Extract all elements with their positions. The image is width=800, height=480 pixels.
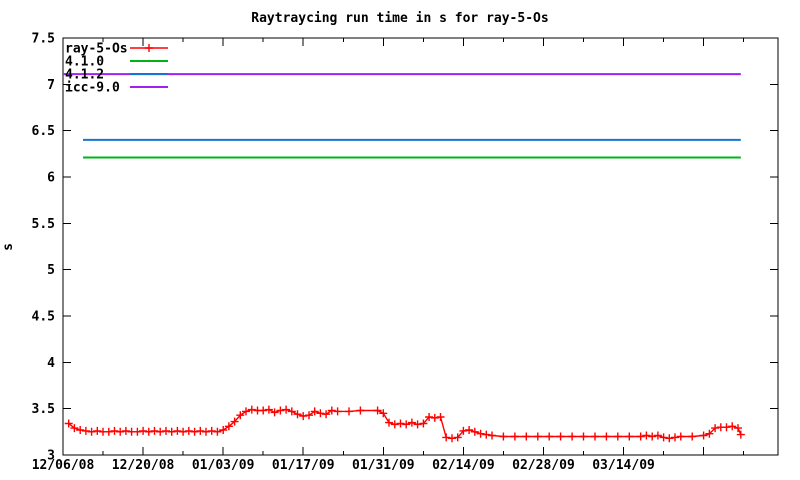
plot-border bbox=[62, 37, 779, 456]
y-tick-label: 3.5 bbox=[32, 402, 55, 417]
legend-item-ray-5-Os: ray-5-Os bbox=[65, 42, 168, 57]
legend-label: icc-9.0 bbox=[65, 81, 120, 96]
legend-label: 4.1.2 bbox=[65, 68, 104, 83]
x-tick-label: 02/28/09 bbox=[512, 458, 575, 473]
x-tick-label: 12/20/08 bbox=[112, 458, 175, 473]
legend-label: 4.1.0 bbox=[65, 55, 104, 70]
x-tick-label: 01/31/09 bbox=[352, 458, 415, 473]
series-markers-ray-5-Os bbox=[64, 405, 745, 443]
axes bbox=[62, 37, 779, 456]
legend-item-icc-9.0: icc-9.0 bbox=[65, 81, 168, 96]
y-axis-label: s bbox=[1, 243, 16, 251]
y-tick-label: 5 bbox=[47, 263, 55, 278]
x-tick-label: 01/03/09 bbox=[192, 458, 255, 473]
legend-label: ray-5-Os bbox=[65, 42, 128, 57]
legend-sample-marker bbox=[145, 44, 153, 52]
y-tick-label: 6 bbox=[47, 171, 55, 186]
y-tick-label: 3 bbox=[47, 449, 55, 464]
legend-item-4.1.2: 4.1.2 bbox=[65, 68, 168, 83]
y-tick-label: 6.5 bbox=[32, 124, 55, 139]
x-tick-label: 02/14/09 bbox=[432, 458, 495, 473]
y-tick-label: 5.5 bbox=[32, 217, 55, 232]
plot-frame: 3 3.5 4 4.5 5 5.5 6 6.5 7 7.5 12/06/08 12/20/08 01/0… bbox=[32, 32, 779, 473]
x-tick-label: 01/17/09 bbox=[272, 458, 335, 473]
legend-item-4.1.0: 4.1.0 bbox=[65, 55, 168, 70]
y-tick-label: 7.5 bbox=[32, 32, 55, 47]
x-tick-label: 12/06/08 bbox=[32, 458, 95, 473]
chart-title: Raytraycing run time in s for ray-5-Os bbox=[251, 11, 548, 26]
y-tick-label: 7 bbox=[47, 78, 55, 93]
x-tick-label: 03/14/09 bbox=[592, 458, 655, 473]
y-tick-label: 4.5 bbox=[32, 310, 55, 325]
y-tick-label: 4 bbox=[47, 356, 55, 371]
